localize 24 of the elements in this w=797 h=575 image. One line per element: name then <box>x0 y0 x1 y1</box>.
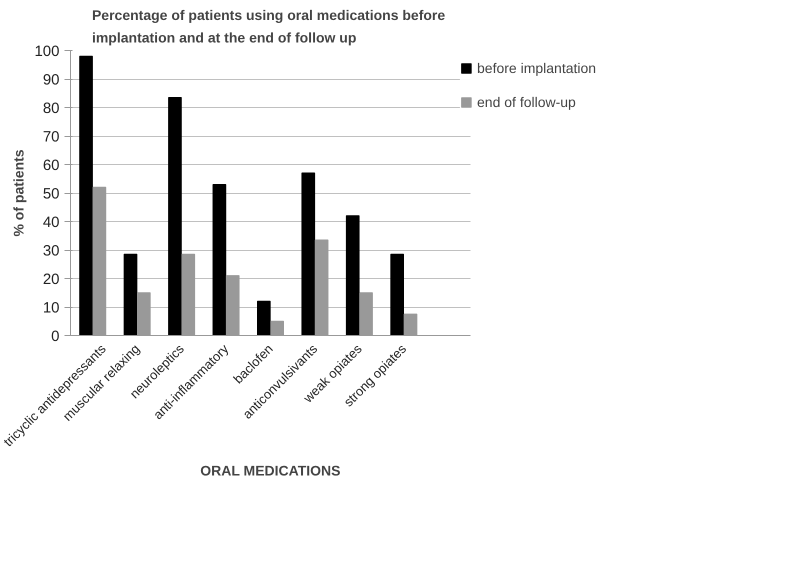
y-tick-label: 0 <box>51 328 60 345</box>
y-axis-title: % of patients <box>10 149 26 237</box>
legend-label: before implantation <box>477 60 596 76</box>
chart-title: Percentage of patients using oral medications before implantation and at the end of follow up <box>92 7 446 46</box>
bar <box>124 254 138 336</box>
bar <box>168 97 182 336</box>
y-tick-label: 100 <box>34 43 60 60</box>
x-axis-title: ORAL MEDICATIONS <box>200 462 341 479</box>
bar <box>301 172 316 336</box>
bar <box>79 56 93 336</box>
y-tick-label: 60 <box>42 157 60 174</box>
bar <box>390 254 404 336</box>
bar <box>257 300 271 336</box>
bar <box>212 184 226 336</box>
legend-label: end of follow-up <box>477 94 576 110</box>
y-tick-label: 80 <box>42 100 60 117</box>
y-tick-label: 50 <box>42 186 60 202</box>
y-tick-label: 40 <box>42 214 60 231</box>
y-tick-label: 10 <box>42 300 60 316</box>
y-tick-label: 70 <box>42 128 60 146</box>
y-tick-label: 20 <box>42 271 60 288</box>
bar <box>346 215 360 336</box>
y-tick-label: 30 <box>42 242 60 260</box>
y-tick-label: 90 <box>42 72 60 88</box>
